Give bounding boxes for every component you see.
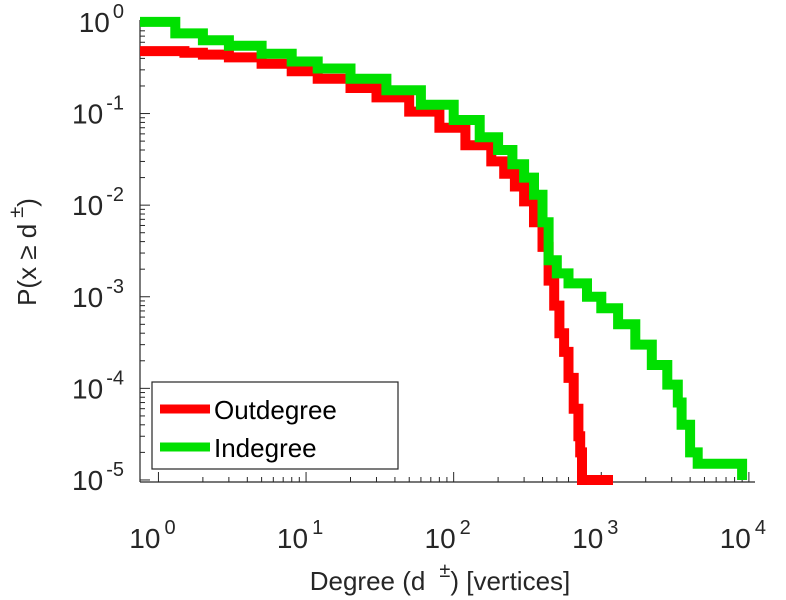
series-line-indegree bbox=[140, 16, 748, 480]
y-tick-label: 10 -4 bbox=[72, 367, 124, 404]
y-tick-label: 10 -2 bbox=[72, 184, 124, 221]
y-axis-label: P(x ≥ d±) bbox=[6, 198, 42, 306]
y-tick-label: 10 0 bbox=[79, 1, 124, 38]
series-lines bbox=[140, 16, 748, 485]
y-tick-label: 10 -5 bbox=[72, 459, 124, 496]
x-axis-label: Degree (d ±) [vertices] bbox=[310, 560, 571, 596]
series-line-outdegree bbox=[140, 46, 613, 485]
legend-label-outdegree: Outdegree bbox=[214, 395, 337, 425]
minor-ticks bbox=[140, 21, 750, 482]
legend: Outdegree Indegree bbox=[151, 381, 399, 470]
x-tick-label: 10 0 bbox=[129, 517, 175, 554]
x-tick-label: 10 2 bbox=[425, 517, 471, 554]
y-tick-label: 10 -3 bbox=[72, 276, 124, 313]
x-tick-label: 10 3 bbox=[572, 517, 618, 554]
x-tick-labels: 10 0 10 1 10 2 10 3 10 4 bbox=[129, 517, 766, 554]
y-tick-label: 10 -1 bbox=[72, 93, 124, 130]
x-tick-label: 10 4 bbox=[720, 517, 766, 554]
x-tick-label: 10 1 bbox=[277, 517, 323, 554]
legend-box bbox=[151, 381, 399, 470]
axes-frame bbox=[139, 20, 755, 483]
legend-label-indegree: Indegree bbox=[214, 433, 317, 463]
